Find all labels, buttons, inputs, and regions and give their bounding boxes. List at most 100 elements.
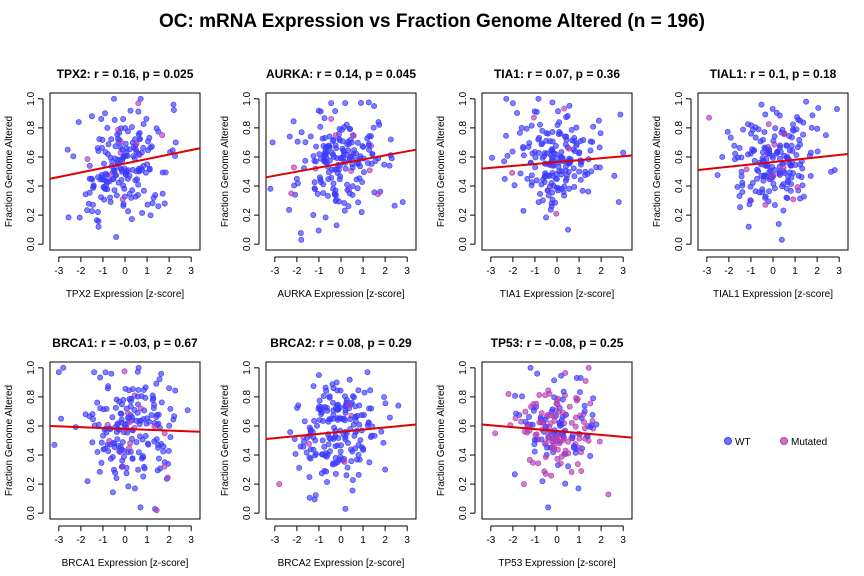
point-wt (541, 150, 548, 156)
point-wt (550, 182, 557, 189)
point-wt (501, 176, 508, 182)
point-wt (115, 179, 122, 186)
point-wt (526, 140, 533, 146)
point-mutated (596, 438, 603, 445)
point-wt (332, 470, 339, 477)
point-mutated (765, 121, 772, 128)
point-wt (146, 166, 153, 173)
point-wt (553, 175, 560, 182)
point-mutated (542, 392, 549, 399)
point-mutated (151, 423, 158, 430)
x-tick-label: 1 (144, 266, 150, 277)
point-wt (119, 457, 126, 464)
x-axis-label: BRCA1 Expression [z-score] (62, 558, 189, 569)
point-wt (380, 439, 387, 446)
panel-1: TPX2: r = 0.16, p = 0.025 -3 -2 -1 0 1 2 3 TPX2 … (4, 67, 201, 300)
point-wt (122, 140, 129, 147)
point-wt (155, 203, 162, 210)
point-wt (530, 407, 537, 414)
point-mutated (572, 414, 579, 421)
point-mutated (561, 105, 568, 112)
point-wt (137, 504, 144, 511)
point-wt (269, 139, 276, 146)
point-wt (347, 126, 354, 133)
point-wt (582, 168, 589, 175)
x-axis-label: TP53 Expression [z-score] (498, 558, 615, 569)
point-wt (129, 455, 136, 462)
point-wt (313, 450, 319, 457)
point-wt (774, 149, 781, 156)
point-wt (317, 108, 324, 115)
point-wt (337, 448, 344, 455)
point-wt (520, 143, 527, 150)
point-wt (563, 114, 570, 121)
point-wt (321, 115, 328, 122)
x-tick-label: 0 (338, 266, 344, 277)
y-tick-label: 0.8 (674, 121, 685, 135)
point-wt (98, 194, 105, 201)
point-mutated (566, 145, 572, 152)
point-wt (348, 458, 355, 465)
point-wt (298, 236, 305, 243)
point-wt (334, 170, 341, 177)
y-tick-label: 0.8 (26, 390, 37, 404)
point-wt (546, 138, 553, 145)
point-wt (532, 154, 539, 161)
point-wt (156, 376, 163, 383)
point-wt (321, 134, 328, 141)
point-wt (378, 428, 385, 435)
point-wt (511, 182, 518, 189)
point-wt (617, 111, 624, 118)
point-wt (587, 147, 594, 154)
point-mutated (568, 419, 575, 426)
point-wt (529, 150, 536, 157)
point-wt (139, 436, 146, 443)
y-tick-label: 0.6 (458, 150, 469, 164)
x-tick-label: -3 (54, 266, 63, 277)
y-tick-label: 0.0 (26, 237, 37, 251)
point-wt (99, 144, 105, 151)
point-wt (306, 494, 313, 501)
point-wt (332, 108, 339, 115)
point-wt (558, 372, 565, 379)
point-wt (344, 464, 351, 471)
point-wt (340, 147, 347, 154)
point-wt (565, 226, 571, 233)
point-wt (58, 415, 64, 422)
point-wt (762, 194, 769, 201)
point-wt (329, 166, 335, 173)
point-wt (548, 200, 555, 207)
point-wt (126, 387, 133, 394)
x-tick-label: 0 (122, 266, 128, 277)
y-tick-label: 0.8 (458, 121, 469, 135)
point-wt (754, 166, 761, 173)
point-wt (312, 186, 318, 192)
point-wt (343, 151, 350, 158)
point-mutated (578, 468, 585, 474)
point-wt (338, 442, 345, 449)
point-wt (296, 464, 303, 471)
point-wt (355, 199, 362, 206)
point-wt (535, 136, 542, 143)
point-wt (533, 109, 540, 115)
point-wt (167, 434, 174, 441)
point-wt (737, 204, 744, 211)
x-tick-label: 2 (598, 266, 604, 277)
panel-4: TIAL1: r = 0.1, p = 0.18 -3 -2 -1 0 1 2 3 TIAL1 … (652, 67, 849, 300)
point-wt (562, 480, 569, 487)
x-tick-label: 0 (554, 535, 560, 546)
point-wt (596, 144, 603, 151)
point-mutated (288, 190, 295, 197)
y-tick-label: 0.0 (242, 506, 253, 520)
point-mutated (790, 196, 797, 203)
point-wt (316, 397, 323, 404)
point-wt (303, 449, 310, 456)
point-wt (98, 459, 105, 466)
point-mutated (554, 455, 561, 462)
y-tick-label: 0.2 (26, 208, 37, 222)
point-mutated (559, 409, 566, 416)
point-wt (143, 115, 150, 122)
point-mutated (572, 423, 579, 430)
point-wt (573, 375, 580, 381)
